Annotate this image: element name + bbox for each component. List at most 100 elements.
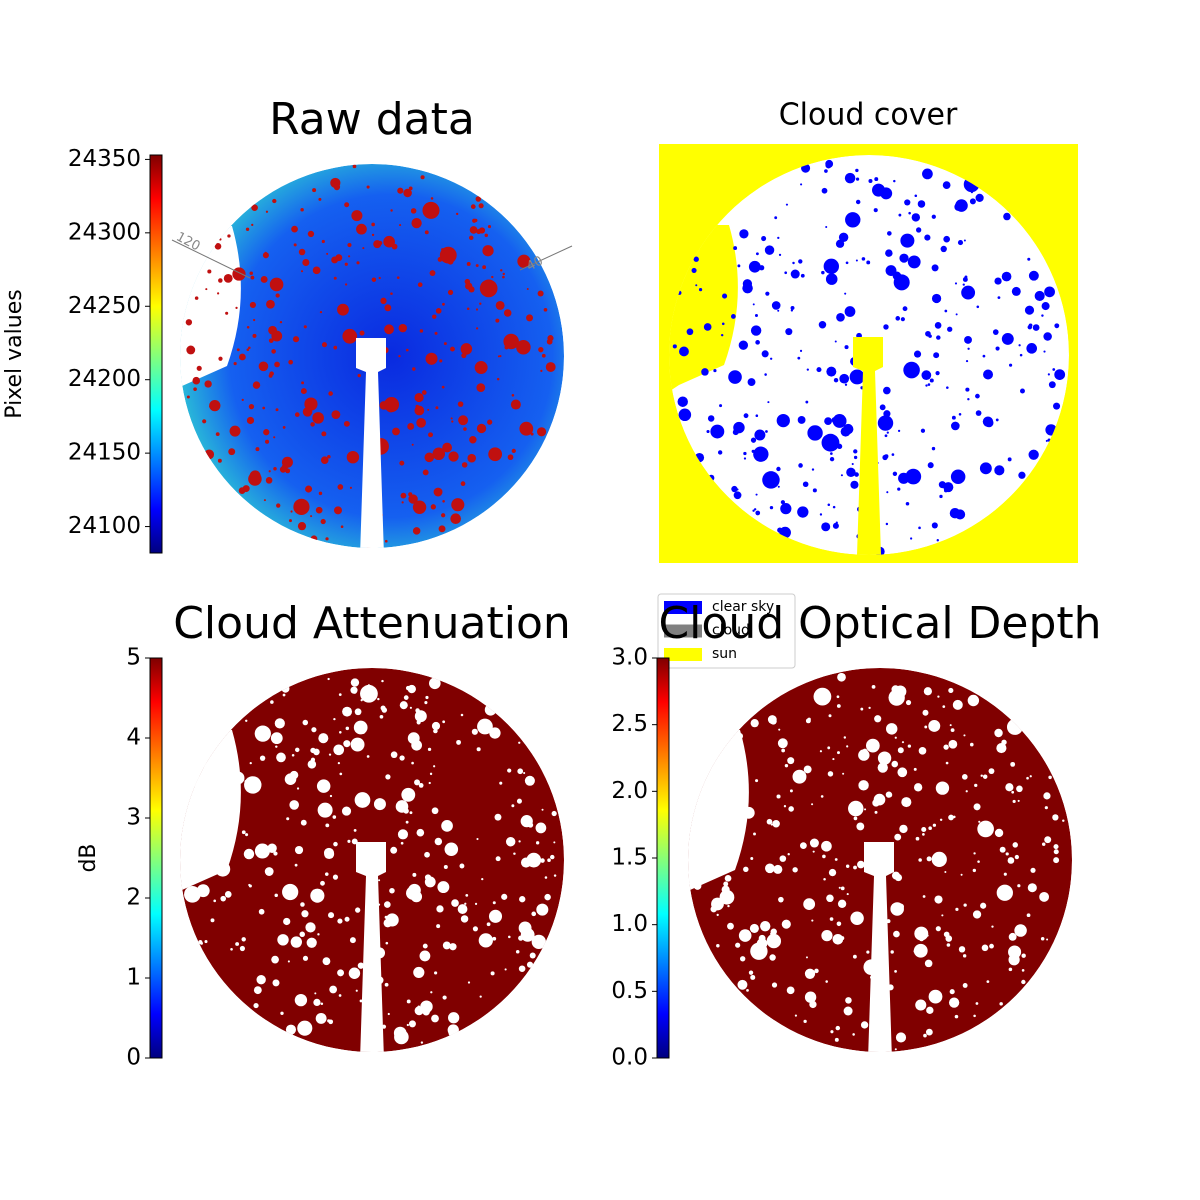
dot xyxy=(475,264,479,268)
dot xyxy=(1027,257,1031,261)
dot xyxy=(246,325,250,329)
dot xyxy=(926,1006,934,1015)
dot xyxy=(241,830,246,835)
dot xyxy=(885,791,893,798)
dot xyxy=(844,292,847,295)
dot xyxy=(1016,785,1023,793)
dot xyxy=(807,717,811,721)
dot xyxy=(311,727,317,733)
dot xyxy=(764,373,767,376)
dot xyxy=(513,852,516,855)
panel-title: Cloud Attenuation xyxy=(173,598,571,649)
dot xyxy=(1032,324,1040,331)
dot xyxy=(943,235,951,243)
dot xyxy=(412,367,416,371)
dot xyxy=(753,446,769,462)
dot xyxy=(790,269,800,279)
dot xyxy=(773,864,783,874)
colorbar-frame xyxy=(149,154,163,554)
dot xyxy=(710,424,725,439)
dot xyxy=(333,717,336,721)
dot xyxy=(771,301,781,310)
colorbar-tick-label: 24200 xyxy=(68,366,141,392)
dot xyxy=(893,179,896,183)
dot xyxy=(511,394,515,397)
dot xyxy=(476,837,479,841)
dot xyxy=(784,271,788,275)
dot xyxy=(986,980,990,983)
dot xyxy=(752,303,755,306)
colorbar xyxy=(150,155,162,553)
dot xyxy=(778,728,781,731)
dot xyxy=(371,222,375,227)
dot xyxy=(964,335,972,344)
dot xyxy=(920,428,926,433)
dot xyxy=(891,760,899,768)
dot xyxy=(367,684,370,687)
dot xyxy=(792,261,795,265)
dot xyxy=(251,204,258,212)
dot xyxy=(994,465,1005,476)
dot xyxy=(952,699,963,710)
dot xyxy=(391,243,398,250)
dot xyxy=(234,807,240,813)
dot xyxy=(384,901,391,908)
dot xyxy=(750,857,754,861)
dot xyxy=(196,365,202,371)
dot xyxy=(350,678,360,687)
dot xyxy=(797,506,809,518)
dot xyxy=(873,793,886,806)
colorbar-tick-label: 0.5 xyxy=(611,978,648,1004)
dot xyxy=(265,210,269,213)
dot xyxy=(281,684,290,693)
dot xyxy=(202,419,207,424)
dot xyxy=(961,774,968,780)
dot xyxy=(874,810,878,814)
dot xyxy=(274,893,278,898)
dot xyxy=(1044,836,1052,844)
dot xyxy=(812,488,817,493)
dot xyxy=(318,733,329,744)
dot xyxy=(409,811,413,815)
dot xyxy=(951,415,956,420)
dot xyxy=(1054,323,1060,329)
dot xyxy=(1044,806,1048,810)
dot xyxy=(293,498,310,515)
dot xyxy=(410,208,417,214)
dot xyxy=(988,768,995,775)
dot xyxy=(1053,402,1061,410)
dot xyxy=(994,277,1002,285)
dot xyxy=(189,806,194,812)
dot xyxy=(260,276,268,283)
dot xyxy=(450,417,453,420)
dot xyxy=(868,706,871,710)
azimuth-line xyxy=(519,245,573,271)
dot xyxy=(235,942,240,946)
dot xyxy=(378,240,383,246)
dot xyxy=(300,270,304,273)
dot xyxy=(967,398,970,401)
dot xyxy=(297,522,307,531)
dot xyxy=(765,863,775,874)
dot xyxy=(389,887,395,894)
dot xyxy=(490,971,495,976)
dot xyxy=(781,919,791,929)
dot xyxy=(268,325,277,335)
legend-label: cloud xyxy=(712,623,750,639)
dot xyxy=(1026,343,1038,354)
dot xyxy=(893,274,910,291)
dot xyxy=(975,393,980,399)
dot xyxy=(727,904,730,908)
dot xyxy=(332,874,339,880)
dot xyxy=(836,695,840,699)
dot xyxy=(475,196,482,202)
dot xyxy=(305,922,316,933)
dot xyxy=(321,239,325,244)
legend-swatch xyxy=(664,601,702,614)
dot xyxy=(886,919,891,924)
dot xyxy=(840,426,851,437)
dot xyxy=(976,305,980,309)
dot xyxy=(442,720,446,724)
dot xyxy=(478,203,484,209)
